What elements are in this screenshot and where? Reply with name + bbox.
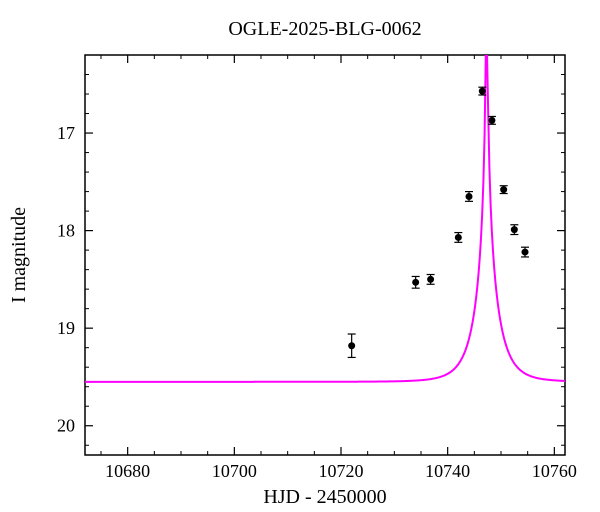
xtick-label: 10700 — [212, 461, 257, 481]
ytick-label: 19 — [57, 318, 75, 338]
data-point — [455, 234, 462, 241]
data-point — [522, 249, 529, 256]
ytick-label: 20 — [57, 416, 75, 436]
x-axis-label: HJD - 2450000 — [263, 486, 386, 508]
chart-svg: 10680 10700 10720 10740 10760 17 18 19 20 OGLE-20… — [0, 0, 600, 512]
xtick-label: 10740 — [425, 461, 470, 481]
data-point — [488, 117, 495, 124]
data-point — [427, 276, 434, 283]
xtick-label: 10760 — [532, 461, 577, 481]
xtick-label: 10720 — [319, 461, 364, 481]
data-point — [500, 186, 507, 193]
data-point — [466, 193, 473, 200]
ytick-label: 17 — [57, 123, 75, 143]
data-point — [412, 279, 419, 286]
xtick-label: 10680 — [105, 461, 150, 481]
light-curve-chart: 10680 10700 10720 10740 10760 17 18 19 20 OGLE-20… — [0, 0, 600, 512]
chart-title: OGLE-2025-BLG-0062 — [228, 18, 421, 40]
data-point — [348, 342, 355, 349]
model-curve — [85, 53, 565, 382]
data-points-group — [348, 87, 529, 357]
ytick-label: 18 — [57, 221, 75, 241]
data-point — [479, 88, 486, 95]
y-axis-label: I magnitude — [8, 207, 30, 303]
data-point — [511, 226, 518, 233]
